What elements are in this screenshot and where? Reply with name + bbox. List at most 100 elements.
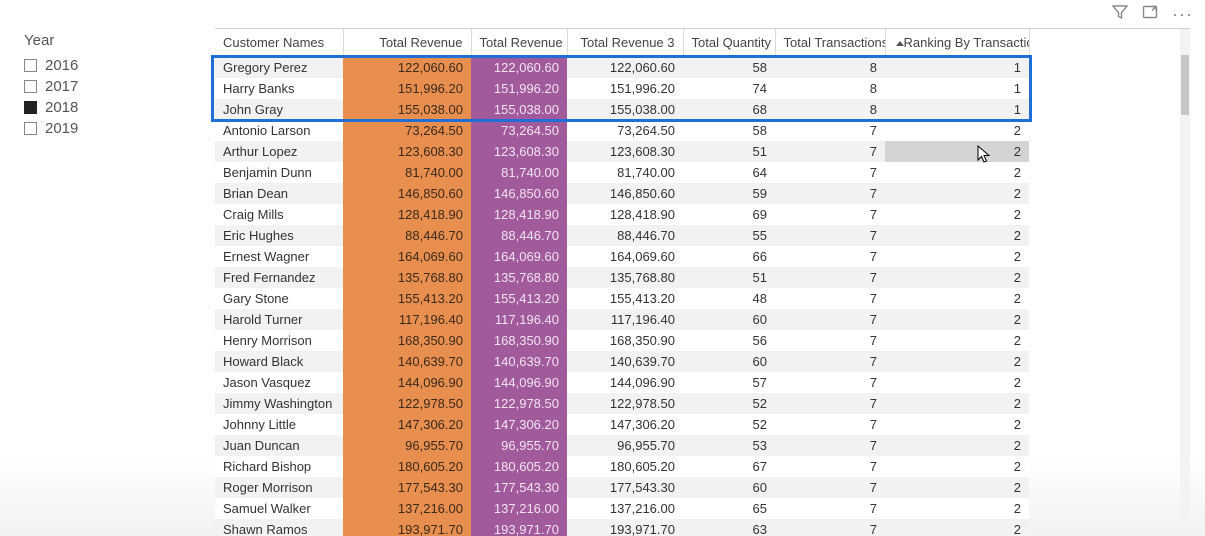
cell-rev1: 177,543.30	[343, 477, 471, 498]
cell-name: Brian Dean	[215, 183, 343, 204]
table-row[interactable]: John Gray155,038.00155,038.00155,038.006…	[215, 99, 1029, 120]
cell-txn: 7	[775, 330, 885, 351]
more-options-icon[interactable]: ···	[1172, 8, 1193, 20]
slicer-item-2017[interactable]: 2017	[24, 76, 174, 97]
table-row[interactable]: Ernest Wagner164,069.60164,069.60164,069…	[215, 246, 1029, 267]
cell-rev1: 146,850.60	[343, 183, 471, 204]
scrollbar-thumb[interactable]	[1181, 55, 1189, 115]
column-header-rev2[interactable]: Total Revenue 2	[471, 29, 567, 57]
cell-qty: 63	[683, 519, 775, 536]
cell-txn: 8	[775, 57, 885, 79]
cell-rev2: 88,446.70	[471, 225, 567, 246]
cell-rev1: 122,060.60	[343, 57, 471, 79]
table-row[interactable]: Craig Mills128,418.90128,418.90128,418.9…	[215, 204, 1029, 225]
cell-qty: 67	[683, 456, 775, 477]
cell-rev1: 123,608.30	[343, 141, 471, 162]
cell-rev3: 147,306.20	[567, 414, 683, 435]
cell-qty: 58	[683, 57, 775, 79]
cell-rank: 1	[885, 78, 1029, 99]
cell-qty: 60	[683, 351, 775, 372]
cell-rank: 2	[885, 183, 1029, 204]
cell-rev3: 151,996.20	[567, 78, 683, 99]
column-header-rev1[interactable]: Total Revenue	[343, 29, 471, 57]
table-row[interactable]: Gary Stone155,413.20155,413.20155,413.20…	[215, 288, 1029, 309]
table-row[interactable]: Harry Banks151,996.20151,996.20151,996.2…	[215, 78, 1029, 99]
focus-mode-icon[interactable]	[1142, 4, 1158, 23]
cell-rev3: 164,069.60	[567, 246, 683, 267]
cell-rank: 2	[885, 267, 1029, 288]
cell-txn: 7	[775, 267, 885, 288]
cell-rev3: 180,605.20	[567, 456, 683, 477]
cell-rev3: 88,446.70	[567, 225, 683, 246]
table-row[interactable]: Roger Morrison177,543.30177,543.30177,54…	[215, 477, 1029, 498]
table-row[interactable]: Gregory Perez122,060.60122,060.60122,060…	[215, 57, 1029, 79]
cell-rev2: 117,196.40	[471, 309, 567, 330]
vertical-scrollbar[interactable]	[1180, 29, 1190, 534]
cell-qty: 68	[683, 99, 775, 120]
cell-txn: 7	[775, 246, 885, 267]
checkbox-icon[interactable]	[24, 122, 37, 135]
table-row[interactable]: Shawn Ramos193,971.70193,971.70193,971.7…	[215, 519, 1029, 536]
cell-rev3: 137,216.00	[567, 498, 683, 519]
slicer-item-label: 2016	[45, 57, 78, 74]
table-row[interactable]: Juan Duncan96,955.7096,955.7096,955.7053…	[215, 435, 1029, 456]
cell-qty: 52	[683, 414, 775, 435]
cell-rev3: 96,955.70	[567, 435, 683, 456]
cell-rev3: 177,543.30	[567, 477, 683, 498]
cell-name: Harold Turner	[215, 309, 343, 330]
column-header-rank[interactable]: Ranking By Transactions	[885, 29, 1029, 57]
column-header-name[interactable]: Customer Names	[215, 29, 343, 57]
cell-rev2: 96,955.70	[471, 435, 567, 456]
cell-qty: 51	[683, 267, 775, 288]
cell-name: Samuel Walker	[215, 498, 343, 519]
slicer-item-2019[interactable]: 2019	[24, 118, 174, 139]
column-header-qty[interactable]: Total Quantity	[683, 29, 775, 57]
cell-rev3: 128,418.90	[567, 204, 683, 225]
cell-txn: 7	[775, 498, 885, 519]
cell-rev3: 123,608.30	[567, 141, 683, 162]
table-row[interactable]: Jason Vasquez144,096.90144,096.90144,096…	[215, 372, 1029, 393]
cell-rev3: 135,768.80	[567, 267, 683, 288]
cell-qty: 55	[683, 225, 775, 246]
cell-name: Juan Duncan	[215, 435, 343, 456]
cell-rev2: 177,543.30	[471, 477, 567, 498]
cell-rev1: 193,971.70	[343, 519, 471, 536]
cell-txn: 7	[775, 414, 885, 435]
table-row[interactable]: Arthur Lopez123,608.30123,608.30123,608.…	[215, 141, 1029, 162]
column-header-rev3[interactable]: Total Revenue 3	[567, 29, 683, 57]
table-row[interactable]: Henry Morrison168,350.90168,350.90168,35…	[215, 330, 1029, 351]
table-row[interactable]: Fred Fernandez135,768.80135,768.80135,76…	[215, 267, 1029, 288]
table-row[interactable]: Brian Dean146,850.60146,850.60146,850.60…	[215, 183, 1029, 204]
cell-txn: 7	[775, 288, 885, 309]
filter-icon[interactable]	[1112, 4, 1128, 23]
table-row[interactable]: Eric Hughes88,446.7088,446.7088,446.7055…	[215, 225, 1029, 246]
slicer-title: Year	[24, 32, 174, 49]
cell-name: Craig Mills	[215, 204, 343, 225]
cell-rev1: 117,196.40	[343, 309, 471, 330]
table-row[interactable]: Samuel Walker137,216.00137,216.00137,216…	[215, 498, 1029, 519]
checkbox-icon[interactable]	[24, 59, 37, 72]
checkbox-icon[interactable]	[24, 101, 37, 114]
table-row[interactable]: Harold Turner117,196.40117,196.40117,196…	[215, 309, 1029, 330]
cell-rank: 2	[885, 162, 1029, 183]
table-row[interactable]: Benjamin Dunn81,740.0081,740.0081,740.00…	[215, 162, 1029, 183]
cell-rank: 2	[885, 309, 1029, 330]
cell-qty: 59	[683, 183, 775, 204]
slicer-item-2018[interactable]: 2018	[24, 97, 174, 118]
table-row[interactable]: Howard Black140,639.70140,639.70140,639.…	[215, 351, 1029, 372]
table-row[interactable]: Jimmy Washington122,978.50122,978.50122,…	[215, 393, 1029, 414]
cell-rev2: 122,060.60	[471, 57, 567, 79]
slicer-item-label: 2019	[45, 120, 78, 137]
slicer-item-2016[interactable]: 2016	[24, 55, 174, 76]
table-row[interactable]: Antonio Larson73,264.5073,264.5073,264.5…	[215, 120, 1029, 141]
checkbox-icon[interactable]	[24, 80, 37, 93]
cell-rank: 2	[885, 435, 1029, 456]
cell-qty: 56	[683, 330, 775, 351]
cell-rank: 2	[885, 246, 1029, 267]
column-header-txn[interactable]: Total Transactions	[775, 29, 885, 57]
cell-rank: 2	[885, 141, 1029, 162]
cell-rev1: 180,605.20	[343, 456, 471, 477]
cell-rev3: 122,060.60	[567, 57, 683, 79]
table-row[interactable]: Richard Bishop180,605.20180,605.20180,60…	[215, 456, 1029, 477]
table-row[interactable]: Johnny Little147,306.20147,306.20147,306…	[215, 414, 1029, 435]
